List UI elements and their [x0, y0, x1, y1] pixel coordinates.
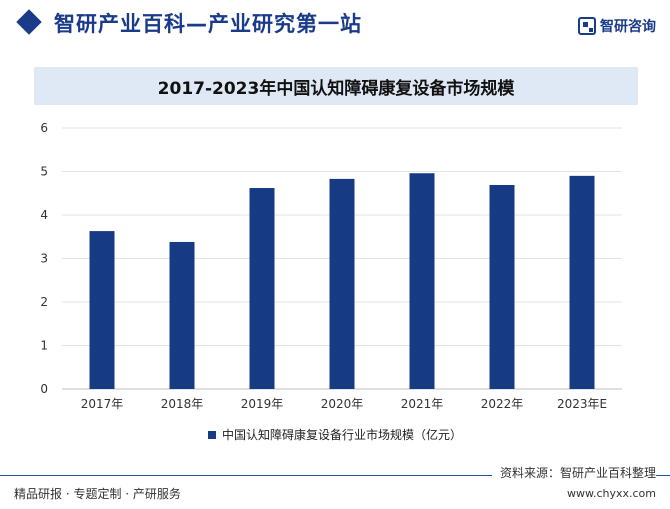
y-tick-label: 2 — [40, 295, 48, 309]
bar — [489, 184, 515, 389]
y-tick-label: 4 — [40, 208, 48, 222]
bar — [169, 241, 195, 389]
x-tick-label: 2022年 — [481, 397, 524, 410]
x-tick-label: 2017年 — [81, 397, 124, 410]
x-tick-label: 2018年 — [161, 397, 204, 410]
site-title: 智研产业百科—产业研究第一站 — [54, 12, 362, 36]
y-tick-labels: 0 1 2 3 4 5 6 — [40, 121, 48, 396]
y-tick-label: 1 — [40, 339, 48, 353]
bar — [249, 188, 275, 389]
x-tick-label: 2019年 — [241, 397, 284, 410]
brand: 智研咨询 — [578, 16, 656, 36]
footer-url: www.chyxx.com — [566, 487, 656, 500]
footer-services: 精品研报 · 专题定制 · 产研服务 — [14, 487, 181, 501]
chart-title: 2017-2023年中国认知障碍康复设备市场规模 — [157, 78, 515, 99]
brand-name: 智研咨询 — [600, 19, 656, 35]
source-divider — [0, 475, 670, 476]
legend: 中国认知障碍康复设备行业市场规模（亿元） — [0, 426, 670, 443]
chart-title-band: 2017-2023年中国认知障碍康复设备市场规模 — [34, 67, 638, 105]
grid-lines — [62, 127, 622, 390]
bar — [89, 231, 115, 389]
x-tick-label: 2023年E — [557, 397, 607, 410]
x-tick-label: 2020年 — [321, 397, 364, 410]
y-tick-label: 5 — [40, 165, 48, 179]
legend-label: 中国认知障碍康复设备行业市场规模（亿元） — [221, 428, 462, 442]
y-tick-label: 0 — [40, 382, 48, 396]
x-tick-label: 2021年 — [401, 397, 444, 410]
x-tick-labels: 2017年 2018年 2019年 2020年 2021年 2022年 2023年E — [81, 397, 607, 410]
legend-swatch — [207, 430, 216, 439]
bar — [329, 178, 355, 389]
brand-logo-icon — [578, 17, 596, 35]
diamond-icon — [16, 9, 42, 35]
bars — [89, 173, 595, 389]
bar — [409, 173, 435, 389]
source-label: 资料来源：智研产业百科整理 — [491, 464, 656, 481]
y-tick-label: 6 — [40, 121, 48, 135]
header: 智研产业百科—产业研究第一站 智研咨询 — [0, 0, 670, 52]
y-tick-label: 3 — [40, 252, 48, 266]
bar — [569, 175, 595, 389]
